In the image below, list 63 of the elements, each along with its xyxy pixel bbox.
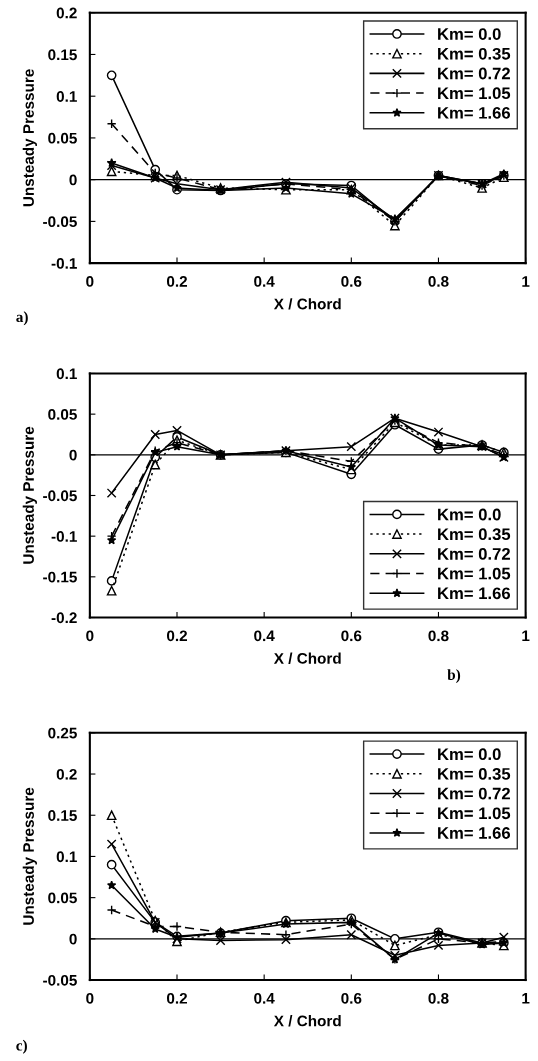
x-tick-label: 0.8 [428,992,449,1004]
x-axis-title: X / Chord [273,298,341,310]
legend-label: Km= 0.72 [438,67,510,80]
y-tick-label: -0.1 [51,258,77,269]
y-axis-title: Unsteady Pressure [22,426,37,564]
y-tick-label: 0 [69,449,77,461]
x-tick-label: 0.6 [341,630,362,642]
text: c) [16,1039,27,1054]
x-tick-label: 0.2 [166,630,188,642]
y-axis-title: Unsteady Pressure [22,787,37,925]
legend-label: Km= 0.35 [438,47,511,60]
x-tick-label: 1 [522,993,530,1004]
y-axis-title: Unsteady Pressure [22,69,37,207]
y-tick-label: 0.05 [48,409,77,420]
y-tick-label: -0.05 [43,216,77,228]
legend-label: Km= 1.05 [438,807,511,820]
y-tick-label: 0.1 [56,91,77,102]
y-tick-label: 0 [69,933,77,945]
y-tick-label: 0 [69,174,77,186]
x-tick-label: 0.6 [341,992,362,1004]
legend-label: Km= 0.0 [438,748,501,761]
y-tick-label: -0.2 [51,612,77,624]
y-tick-label: -0.05 [43,974,77,986]
x-tick-label: 0 [86,630,94,642]
y-tick-label: 0.2 [56,7,77,19]
legend-label: Km= 0.72 [438,787,510,800]
legend-label: Km= 0.72 [438,548,510,560]
y-tick-label: 0.15 [48,810,77,821]
x-tick-label: 0 [86,276,94,287]
text: b) [447,669,461,683]
y-tick-label: 0.05 [48,892,77,904]
y-tick-label: 0.25 [48,727,77,739]
legend-label: Km= 1.66 [438,106,511,119]
y-tick-label: -0.15 [43,571,77,583]
x-tick-label: 1 [522,276,530,287]
x-tick-label: 0.8 [428,276,449,287]
x-tick-label: 0.4 [254,276,275,287]
legend-label: Km= 0.35 [438,767,511,780]
x-tick-label: 0.8 [428,630,449,642]
legend-label: Km= 0.35 [438,528,511,541]
x-tick-label: 0.2 [166,276,188,287]
x-tick-label: 1 [522,630,530,642]
x-tick-label: 0.6 [341,276,362,287]
y-tick-label: 0.05 [48,132,77,144]
x-tick-label: 0.2 [166,992,188,1004]
y-tick-label: 0.15 [48,49,77,61]
legend-label: Km= 1.05 [438,567,511,580]
x-axis-title: X / Chord [273,652,341,664]
legend-label: Km= 1.05 [438,87,511,100]
y-tick-label: 0.1 [56,368,77,380]
y-tick-label: -0.05 [43,490,77,502]
x-axis-title: X / Chord [273,1015,341,1027]
y-tick-label: -0.1 [51,531,77,542]
x-tick-label: 0 [86,992,94,1004]
legend-label: Km= 0.0 [438,28,501,40]
x-tick-label: 0.4 [254,992,275,1004]
text: a) [16,311,28,326]
x-tick-label: 0.4 [254,630,275,642]
legend-label: Km= 0.0 [438,508,501,521]
y-tick-label: 0.2 [56,768,77,780]
legend-label: Km= 1.66 [438,827,511,839]
legend-label: Km= 1.66 [438,587,511,600]
y-tick-label: 0.1 [56,851,77,863]
